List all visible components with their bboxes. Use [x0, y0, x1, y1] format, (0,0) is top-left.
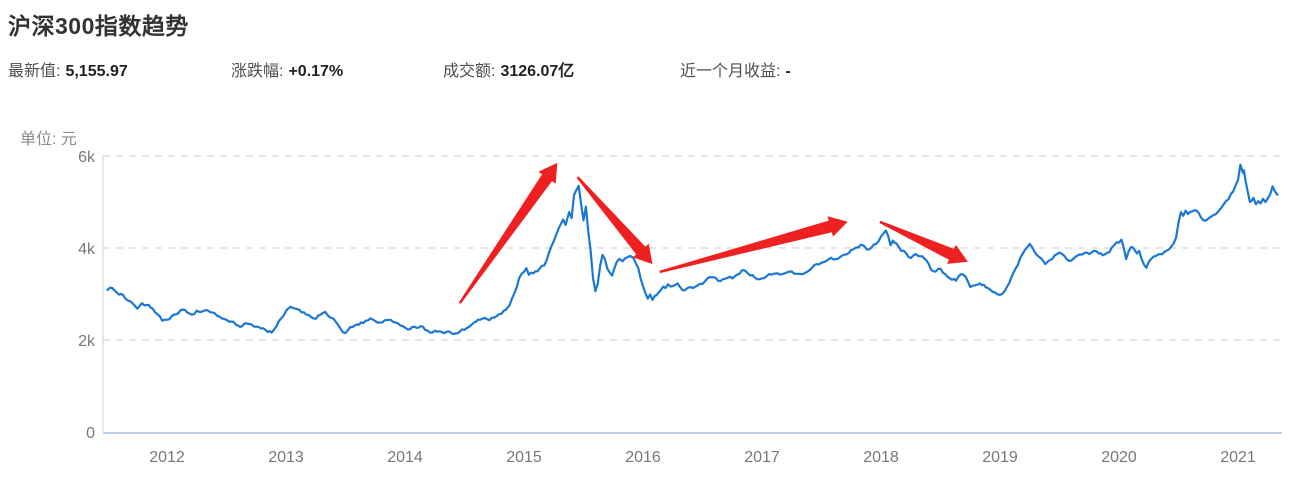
x-tick-label: 2019 [982, 449, 1018, 466]
stat-change-percent: 涨跌幅: +0.17% [231, 57, 343, 81]
y-tick-label: 2k [78, 333, 96, 350]
y-tick-label: 6k [78, 149, 96, 166]
stat-label: 近一个月收益: [680, 63, 781, 80]
stat-turnover: 成交额: 3126.07亿 [443, 57, 574, 81]
y-tick-label: 4k [78, 241, 96, 258]
stat-latest-value: 最新值: 5,155.97 [8, 57, 128, 81]
stat-value: 3126.07亿 [500, 63, 575, 80]
trend-arrow [659, 216, 848, 274]
stat-value: +0.17% [288, 63, 344, 80]
x-tick-label: 2013 [268, 449, 304, 466]
x-tick-label: 2012 [149, 449, 185, 466]
x-tick-label: 2014 [387, 449, 423, 466]
y-axis-unit-label: 单位: 元 [20, 131, 77, 148]
stat-value: 5,155.97 [65, 63, 128, 80]
stat-label: 涨跌幅: [231, 63, 284, 80]
trend-arrow [879, 220, 968, 264]
stat-label: 最新值: [8, 63, 61, 80]
page-title: 沪深300指数趋势 [8, 13, 189, 39]
stat-value: - [785, 63, 791, 80]
stat-one-month-return: 近一个月收益: - [680, 57, 791, 81]
x-tick-label: 2015 [506, 449, 542, 466]
y-tick-label: 0 [86, 425, 95, 442]
stats-row: 最新值: 5,155.97 涨跌幅: +0.17% 成交额: 3126.07亿 近一个… [0, 57, 1295, 81]
stat-label: 成交额: [443, 63, 496, 80]
x-tick-label: 2017 [744, 449, 780, 466]
x-tick-label: 2020 [1101, 449, 1137, 466]
trend-arrow [458, 162, 558, 304]
index-price-line [106, 163, 1279, 336]
x-tick-label: 2021 [1220, 449, 1256, 466]
x-tick-label: 2018 [863, 449, 899, 466]
trend-arrow [576, 176, 653, 265]
x-tick-label: 2016 [625, 449, 661, 466]
